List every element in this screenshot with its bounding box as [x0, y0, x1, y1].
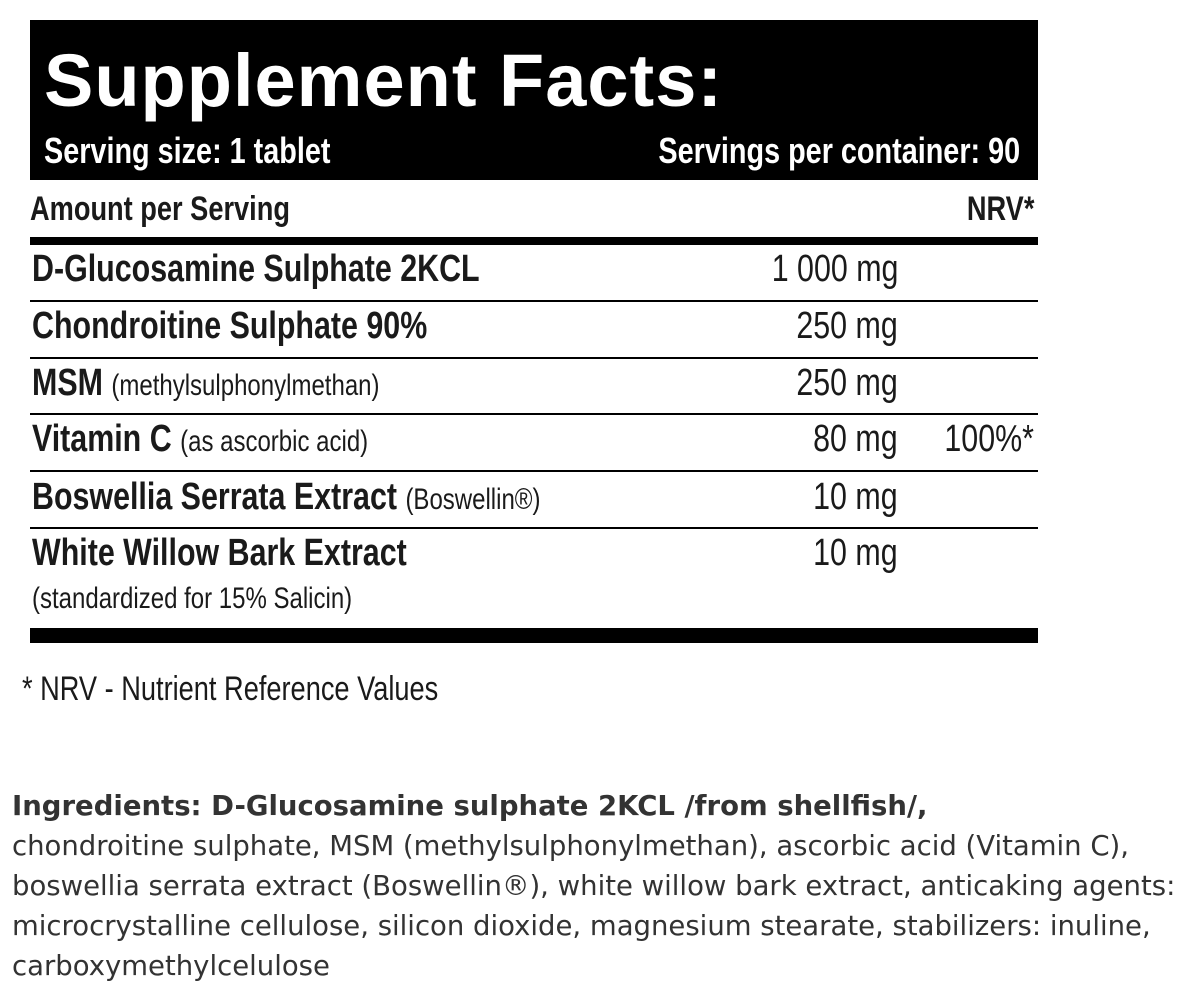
ingredient-label: Chondroitine Sulphate 90% [32, 305, 427, 348]
name-note: (methylsulphonylmethan) [111, 369, 380, 402]
ingredients-lead: Ingredients: D-Glucosamine sulphate 2KCL… [12, 790, 928, 822]
name-text: Boswellia Serrata Extract [32, 476, 397, 518]
divider-thin [30, 470, 1038, 472]
footnote: * NRV - Nutrient Reference Values [22, 670, 542, 709]
nrv: 100%* [922, 418, 1034, 461]
divider-thick [30, 628, 1038, 643]
ingredient-label: MSM (methylsulphonylmethan) [32, 362, 380, 405]
divider-thin [30, 357, 1038, 359]
name-note: (as ascorbic acid) [180, 425, 369, 458]
ingredient-name: D-Glucosamine Sulphate 2KCL [32, 248, 592, 291]
name-text: MSM [32, 362, 103, 404]
servings-per-container: Servings per container: 90 [568, 130, 1020, 172]
ingredient-label: D-Glucosamine Sulphate 2KCL [32, 248, 480, 291]
name-text: White Willow Bark Extract [32, 532, 407, 574]
amount-text: 250 mg [796, 362, 898, 404]
name-text: Chondroitine Sulphate 90% [32, 305, 428, 347]
divider-thick [30, 237, 1038, 245]
serving-size-text: Serving size: 1 tablet [44, 130, 331, 171]
name-text: D-Glucosamine Sulphate 2KCL [32, 248, 480, 290]
ingredient-label: Vitamin C (as ascorbic acid) [32, 418, 368, 461]
divider-thin [30, 413, 1038, 415]
amount: 10 mg [792, 532, 899, 575]
ingredient-name: Vitamin C (as ascorbic acid) [32, 418, 452, 461]
column-header: NRV* [950, 190, 1034, 229]
ingredient-label: White Willow Bark Extract [32, 532, 407, 575]
column-header: Amount per Serving [30, 190, 355, 229]
amount-text: 250 mg [796, 305, 898, 347]
ingredient-name: Boswellia Serrata Extract (Boswellin®) [32, 476, 668, 519]
amount: 1 000 mg [740, 248, 898, 291]
column-header-text: NRV* [966, 190, 1034, 228]
ingredient-name: MSM (methylsulphonylmethan) [32, 362, 466, 405]
serving-size: Serving size: 1 tablet [44, 130, 402, 172]
name-text: Vitamin C [32, 418, 172, 460]
amount: 250 mg [771, 305, 898, 348]
amount-text: 10 mg [813, 476, 899, 518]
amount-text: 1 000 mg [771, 248, 898, 290]
column-header-text: Amount per Serving [30, 190, 290, 228]
amount: 80 mg [792, 418, 899, 461]
name-note: (standardized for 15% Salicin) [32, 582, 432, 616]
ingredient-label: Boswellia Serrata Extract (Boswellin®) [32, 476, 540, 519]
amount: 10 mg [792, 476, 899, 519]
amount-text: 10 mg [813, 532, 899, 574]
name-note: (Boswellin®) [405, 483, 541, 516]
ingredient-name: White Willow Bark Extract [32, 532, 500, 575]
ingredient-name: Chondroitine Sulphate 90% [32, 305, 526, 348]
name-note-text: (standardized for 15% Salicin) [32, 582, 353, 615]
servings-per-container-text: Servings per container: 90 [658, 130, 1020, 171]
footnote-text: * NRV - Nutrient Reference Values [22, 670, 439, 708]
title: Supplement Facts: [44, 39, 723, 122]
divider-thin [30, 527, 1038, 529]
divider-thin [30, 300, 1038, 302]
ingredients: Ingredients: D-Glucosamine sulphate 2KCL… [12, 786, 1188, 986]
header-box: Supplement Facts: Serving size: 1 tablet… [30, 20, 1038, 180]
nrv-text: 100%* [944, 418, 1034, 460]
amount: 250 mg [771, 362, 898, 405]
amount-text: 80 mg [813, 418, 899, 460]
ingredients-text: chondroitine sulphate, MSM (methylsulpho… [12, 830, 1176, 982]
